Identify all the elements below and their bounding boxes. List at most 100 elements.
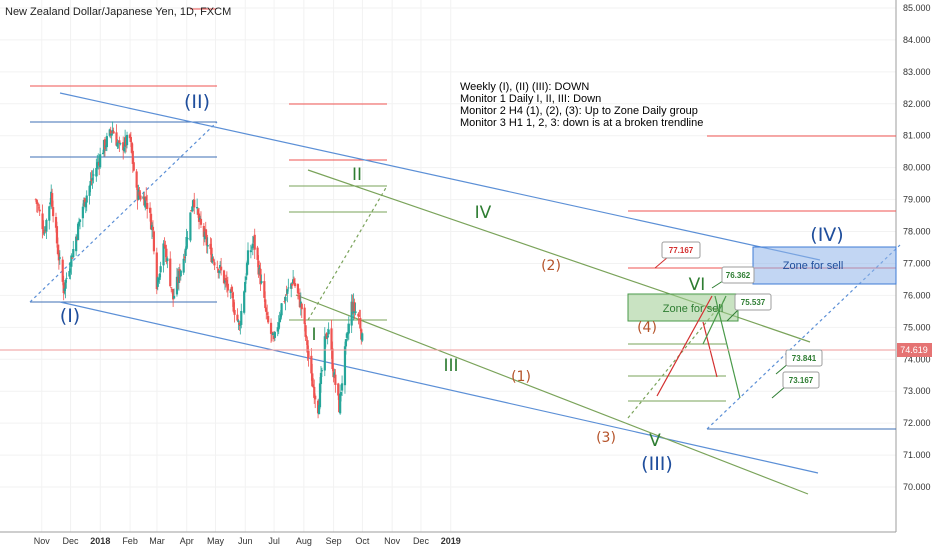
price-axis-panel[interactable] — [896, 0, 932, 532]
candle[interactable] — [85, 190, 88, 212]
candle[interactable] — [172, 288, 176, 300]
candle[interactable] — [243, 290, 246, 315]
candle[interactable] — [199, 211, 203, 229]
candle[interactable] — [158, 272, 161, 284]
candle[interactable] — [206, 237, 209, 254]
candle[interactable] — [259, 262, 262, 292]
candle[interactable] — [110, 133, 113, 143]
candle[interactable] — [179, 269, 182, 281]
candle[interactable] — [52, 200, 55, 223]
candle[interactable] — [284, 294, 287, 311]
candle[interactable] — [361, 332, 364, 343]
candle[interactable] — [119, 142, 122, 146]
candle[interactable] — [273, 331, 276, 341]
candle[interactable] — [189, 212, 192, 243]
candle[interactable] — [253, 228, 256, 259]
candle[interactable] — [260, 274, 263, 285]
last-price-tag[interactable] — [897, 343, 932, 357]
candle[interactable] — [116, 139, 119, 149]
candle[interactable] — [139, 190, 142, 202]
candle[interactable] — [81, 203, 84, 228]
candle[interactable] — [287, 278, 290, 292]
candle[interactable] — [313, 379, 316, 404]
candle[interactable] — [186, 230, 189, 248]
candle[interactable] — [62, 275, 65, 301]
candle[interactable] — [220, 257, 223, 276]
candle[interactable] — [314, 393, 317, 409]
candle[interactable] — [311, 363, 314, 387]
candle[interactable] — [185, 228, 188, 251]
candle[interactable] — [37, 202, 40, 211]
candle[interactable] — [350, 294, 353, 333]
candle[interactable] — [357, 312, 360, 325]
candle[interactable] — [236, 308, 239, 322]
zone-for-sell-weekly[interactable] — [752, 246, 897, 285]
candle[interactable] — [359, 309, 362, 332]
candle[interactable] — [132, 157, 135, 172]
candle[interactable] — [263, 273, 266, 302]
candle[interactable] — [156, 276, 159, 291]
candle[interactable] — [249, 244, 252, 259]
candle[interactable] — [325, 332, 328, 340]
candle[interactable] — [267, 311, 270, 325]
candle[interactable] — [334, 369, 337, 393]
candle[interactable] — [152, 230, 156, 255]
callout-73-841[interactable]: 73.841 — [775, 349, 823, 375]
candle[interactable] — [109, 126, 112, 139]
candle[interactable] — [36, 201, 39, 213]
candle[interactable] — [84, 201, 87, 214]
candle[interactable] — [170, 287, 173, 293]
candle[interactable] — [55, 221, 59, 248]
candle[interactable] — [45, 218, 48, 240]
candle[interactable] — [65, 272, 68, 283]
candle[interactable] — [347, 316, 350, 340]
candle[interactable] — [233, 302, 236, 323]
candle[interactable] — [64, 279, 67, 299]
candle[interactable] — [270, 331, 274, 342]
callout-77-167[interactable]: 77.167 — [654, 241, 701, 269]
candle[interactable] — [296, 283, 300, 300]
candle[interactable] — [99, 147, 102, 169]
candle[interactable] — [307, 345, 310, 367]
candle[interactable] — [57, 244, 60, 270]
candle[interactable] — [205, 229, 208, 254]
candle[interactable] — [125, 131, 129, 149]
candle[interactable] — [71, 256, 74, 259]
candle[interactable] — [56, 237, 60, 256]
candle[interactable] — [212, 256, 215, 263]
candle[interactable] — [244, 273, 248, 284]
candle[interactable] — [240, 303, 243, 329]
candle[interactable] — [339, 384, 342, 415]
candle[interactable] — [293, 278, 297, 288]
candle[interactable] — [344, 338, 348, 355]
candle[interactable] — [312, 378, 315, 388]
candle[interactable] — [226, 276, 229, 298]
candle[interactable] — [166, 256, 169, 269]
candle[interactable] — [331, 341, 334, 372]
candle[interactable] — [135, 169, 138, 190]
candle[interactable] — [264, 291, 267, 311]
red-resistance-lines[interactable] — [30, 8, 896, 269]
candle[interactable] — [97, 153, 100, 170]
candle[interactable] — [358, 309, 361, 318]
candle[interactable] — [118, 136, 121, 153]
candle[interactable] — [327, 322, 330, 337]
candle[interactable] — [146, 194, 149, 219]
candle[interactable] — [91, 170, 94, 189]
candle[interactable] — [169, 251, 172, 287]
candle[interactable] — [238, 320, 241, 331]
candle[interactable] — [38, 204, 41, 217]
candle[interactable] — [271, 332, 275, 336]
candle[interactable] — [48, 205, 51, 230]
candle[interactable] — [213, 259, 216, 271]
candlestick-series[interactable] — [34, 121, 364, 419]
candle[interactable] — [353, 298, 356, 320]
candle[interactable] — [78, 219, 82, 230]
candle[interactable] — [77, 217, 81, 227]
candle[interactable] — [72, 240, 75, 259]
candle[interactable] — [304, 323, 307, 341]
candle[interactable] — [112, 127, 115, 134]
candle[interactable] — [159, 261, 162, 278]
candle[interactable] — [300, 302, 303, 319]
